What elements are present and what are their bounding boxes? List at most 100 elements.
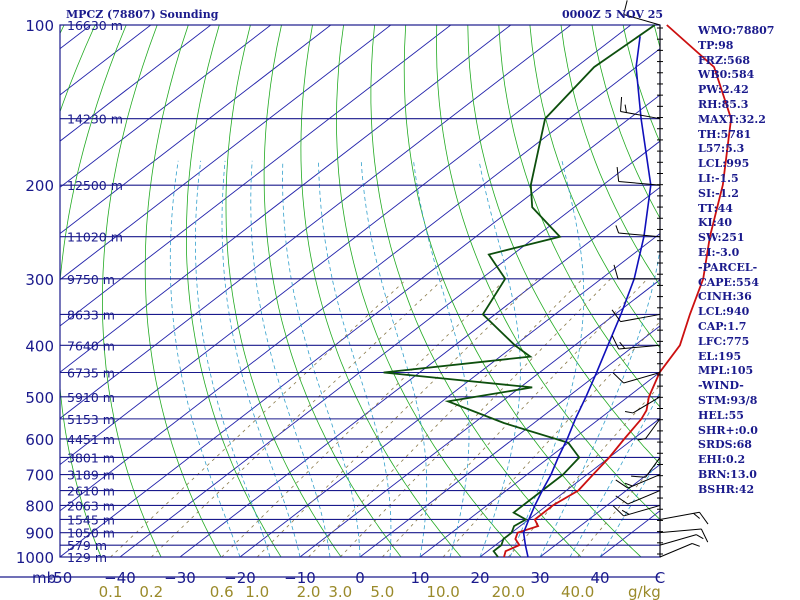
wind-barb-flag	[696, 534, 704, 540]
mixing-ratio-line	[221, 278, 507, 557]
index-item: WB0:584	[698, 68, 755, 82]
grid-layer	[0, 24, 661, 578]
wind-barb	[659, 534, 704, 546]
temperature-tick-label: 20	[470, 569, 489, 587]
wind-barb-shaft	[620, 111, 661, 120]
mixing-ratio-line	[340, 278, 611, 557]
plot-area	[60, 25, 660, 557]
wind-barb-layer	[611, 0, 709, 558]
series-temperature-line	[503, 24, 733, 558]
height-label: 129 m	[67, 550, 107, 565]
wind-barb	[659, 528, 709, 543]
pressure-tick-label: 800	[25, 497, 54, 515]
moist-adiabat-line	[282, 160, 361, 557]
height-label: 5153 m	[67, 412, 115, 427]
index-item: STM:93/8	[698, 393, 758, 407]
height-label: 16630 m	[67, 18, 123, 33]
mixing-ratio-line	[151, 278, 444, 557]
series-dewpoint-line	[383, 24, 656, 558]
height-label: 3801 m	[67, 450, 115, 465]
wind-barb-shaft	[627, 474, 661, 489]
height-label: 4451 m	[67, 432, 115, 447]
wind-barb-shaft	[659, 511, 700, 520]
isotherm-line	[419, 371, 660, 557]
wind-barb-shaft	[627, 490, 661, 505]
pressure-tick-label: 500	[25, 389, 54, 407]
temperature-tick-label: 40	[590, 569, 609, 587]
wind-barb	[615, 474, 661, 489]
index-item: PW:2.42	[698, 83, 749, 97]
temperature-tick-label: −30	[164, 569, 196, 587]
wind-barb-shaft	[659, 528, 702, 534]
wind-barb	[623, 0, 661, 26]
isotherm-line	[60, 94, 660, 557]
index-item: SHR+:0.0	[698, 423, 758, 437]
height-label: 14230 m	[67, 112, 123, 127]
pressure-tick-label: 1000	[16, 549, 54, 567]
height-label: 1545 m	[67, 512, 115, 527]
index-item: EI:-3.0	[698, 245, 740, 259]
isotherm-line	[60, 25, 392, 281]
wind-barb-flag	[631, 475, 646, 478]
moist-adiabat-line	[195, 160, 271, 557]
wind-barb-shaft	[659, 534, 697, 546]
mb-unit-label: mb	[32, 569, 56, 587]
pressure-tick-label: 700	[25, 467, 54, 485]
wind-barb-shaft	[632, 396, 661, 414]
dry-adiabat-line	[436, 25, 660, 521]
wind-barb-flag	[616, 166, 620, 182]
index-item: CAP:1.7	[698, 319, 747, 333]
index-item: -PARCEL-	[698, 260, 758, 274]
wind-barb-shaft	[645, 418, 661, 439]
index-item: SI:-1.2	[698, 186, 739, 200]
index-item: TP:98	[698, 38, 734, 52]
dry-adiabat-line	[144, 25, 222, 557]
pressure-tick-label: 200	[25, 177, 54, 195]
isotherm-line	[299, 279, 660, 557]
index-item: EHI:0.2	[698, 453, 746, 467]
wind-barb	[659, 543, 700, 558]
moist-adiabat-line	[569, 391, 660, 557]
height-label: 3189 m	[67, 468, 115, 483]
wind-barb-shaft	[618, 181, 661, 186]
index-item: LCL:940	[698, 305, 750, 319]
pressure-tick-label: 900	[25, 525, 54, 543]
moist-adiabat-line	[221, 160, 301, 557]
wind-barb-shaft	[623, 14, 661, 26]
height-label: 11020 m	[67, 230, 123, 245]
mixing-ratio-line	[442, 321, 660, 557]
isotherm-line	[119, 140, 660, 557]
height-label: 2063 m	[67, 498, 115, 513]
index-item: RH:85.3	[698, 97, 749, 111]
index-item: -WIND-	[698, 379, 744, 393]
wind-barb	[631, 457, 661, 478]
temperature-tick-label: 0	[355, 569, 365, 587]
wind-barb-flag	[624, 411, 634, 414]
temperature-tick-label: −20	[224, 569, 256, 587]
index-item: SW:251	[698, 231, 745, 245]
wind-barb	[613, 264, 660, 280]
wind-barb-shaft	[659, 543, 693, 558]
temperature-tick-label: 30	[530, 569, 549, 587]
wind-barb-flag	[615, 495, 629, 505]
wind-barb-flag	[611, 335, 620, 350]
wind-barb-flag	[637, 438, 646, 441]
moist-adiabat-line	[509, 160, 585, 557]
mixing-ratio-label: 40.0	[561, 583, 594, 600]
temperature-tick-label: C	[655, 569, 665, 587]
series-layer	[383, 24, 733, 558]
wind-barb-shaft	[620, 313, 661, 323]
height-label: 9750 m	[67, 272, 115, 287]
pressure-tick-label: 300	[25, 271, 54, 289]
index-item: LFC:775	[698, 334, 750, 348]
mixing-ratio-line	[256, 278, 538, 557]
wind-barb-flag	[612, 372, 624, 384]
wind-barb	[612, 372, 661, 384]
isotherm-line	[60, 25, 272, 188]
index-item: CINH:36	[698, 290, 752, 304]
height-label: 8633 m	[67, 307, 115, 322]
height-label: 12500 m	[67, 178, 123, 193]
index-item: TT:44	[698, 201, 733, 215]
